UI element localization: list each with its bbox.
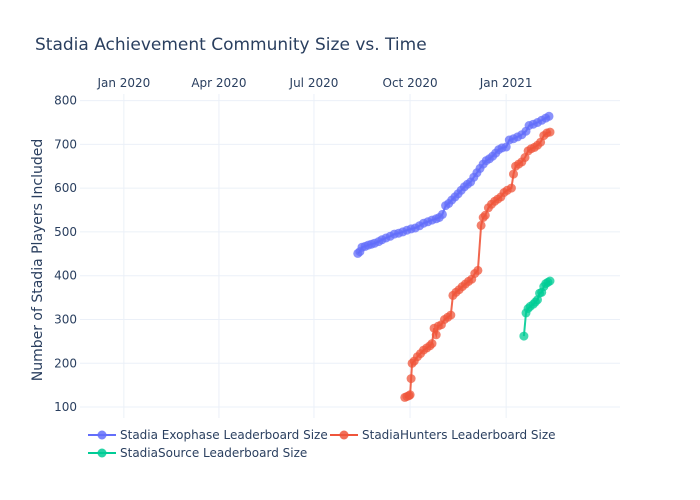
legend-label: StadiaHunters Leaderboard Size <box>362 428 556 442</box>
data-point[interactable] <box>405 390 415 400</box>
data-point[interactable] <box>509 169 518 179</box>
y-tick-label: 100 <box>54 400 77 414</box>
x-tick-label: Jan 2020 <box>96 76 150 90</box>
data-point[interactable] <box>431 330 441 340</box>
data-point[interactable] <box>406 374 416 384</box>
data-point[interactable] <box>545 127 555 137</box>
y-tick-label: 500 <box>54 225 77 239</box>
y-tick-label: 300 <box>54 312 77 326</box>
data-point[interactable] <box>427 339 437 349</box>
y-tick-label: 400 <box>54 269 77 283</box>
data-point[interactable] <box>501 142 511 152</box>
data-point[interactable] <box>545 276 555 286</box>
x-tick-label: Apr 2020 <box>191 76 246 90</box>
chart-title: Stadia Achievement Community Size vs. Ti… <box>35 35 427 55</box>
data-point[interactable] <box>476 220 486 230</box>
x-axis-ticks: Jan 2020 Apr 2020 Jul 2020 Oct 2020 Jan 2021 <box>96 76 532 90</box>
y-tick-label: 700 <box>54 137 77 151</box>
legend-item[interactable]: StadiaSource Leaderboard Size <box>88 446 307 460</box>
series-2[interactable] <box>400 127 555 402</box>
x-tick-label: Jan 2021 <box>479 76 533 90</box>
x-tick-label: Oct 2020 <box>383 76 438 90</box>
data-point[interactable] <box>473 265 483 275</box>
x-tick-label: Jul 2020 <box>289 76 339 90</box>
legend-marker-swatch <box>97 448 107 458</box>
data-point[interactable] <box>437 209 447 219</box>
data-point[interactable] <box>480 210 490 220</box>
legend-label: Stadia Exophase Leaderboard Size <box>120 428 328 442</box>
legend-marker-swatch <box>97 430 107 440</box>
y-axis-title: Number of Stadia Players Included <box>30 139 46 382</box>
data-point[interactable] <box>544 111 554 121</box>
data-point[interactable] <box>446 310 456 320</box>
legend-label: StadiaSource Leaderboard Size <box>120 446 307 460</box>
data-point[interactable] <box>506 183 516 193</box>
series-1[interactable] <box>353 111 554 258</box>
y-tick-label: 800 <box>54 94 77 108</box>
legend-item[interactable]: StadiaHunters Leaderboard Size <box>330 428 556 442</box>
legend-item[interactable]: Stadia Exophase Leaderboard Size <box>88 428 328 442</box>
series-layer <box>353 111 555 402</box>
series-3[interactable] <box>519 276 555 341</box>
legend[interactable]: Stadia Exophase Leaderboard Size StadiaHu… <box>88 428 556 460</box>
legend-marker-swatch <box>339 430 349 440</box>
grid-layer <box>80 94 620 418</box>
y-axis-ticks: 100 200 300 400 500 600 700 800 <box>54 94 77 414</box>
y-tick-label: 200 <box>54 356 77 370</box>
y-tick-label: 600 <box>54 181 77 195</box>
data-point[interactable] <box>519 331 529 341</box>
